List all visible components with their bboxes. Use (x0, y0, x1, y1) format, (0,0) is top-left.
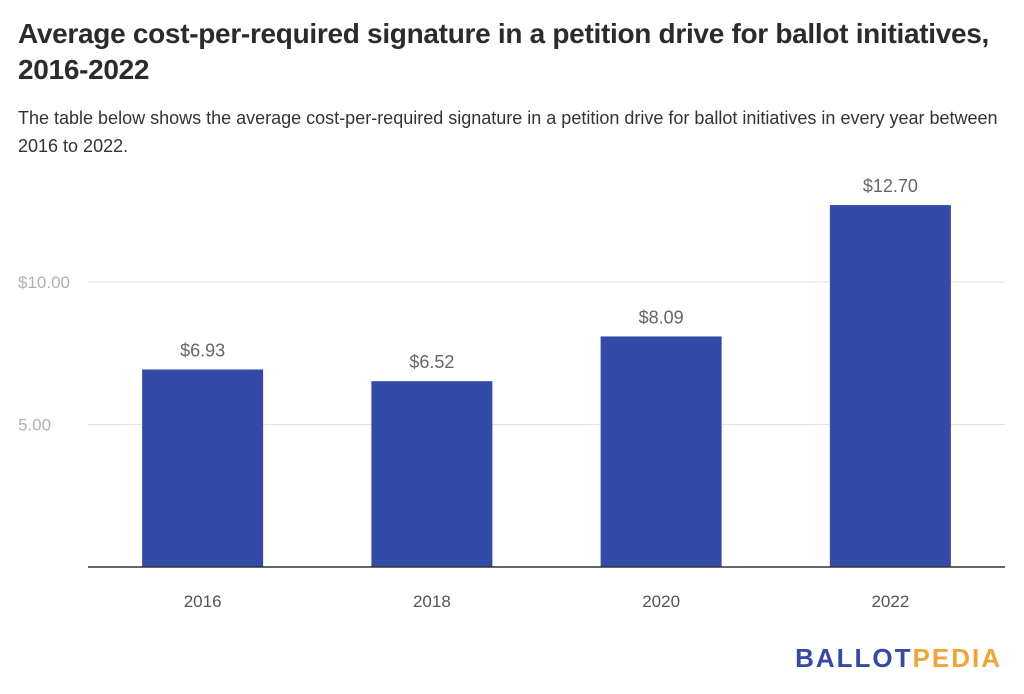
ballotpedia-logo: BALLOTPEDIA (795, 643, 1002, 674)
chart-subtitle: The table below shows the average cost-p… (18, 108, 998, 156)
logo-part-pedia: PEDIA (912, 643, 1002, 673)
data-label: $6.52 (409, 352, 454, 372)
x-tick-label: 2022 (871, 592, 909, 611)
data-label: $12.70 (863, 176, 918, 196)
x-tick-label: 2018 (413, 592, 451, 611)
y-tick-label: $10.00 (18, 273, 70, 292)
data-label: $8.09 (639, 307, 684, 327)
x-tick-label: 2020 (642, 592, 680, 611)
x-tick-label: 2016 (184, 592, 222, 611)
y-tick-label: 5.00 (18, 416, 51, 435)
logo-part-ballot: BALLOT (795, 643, 913, 673)
bar (600, 336, 722, 567)
data-label: $6.93 (180, 340, 225, 360)
chart-title: Average cost-per-required signature in a… (18, 18, 990, 85)
bar (371, 381, 493, 567)
bar (829, 205, 951, 568)
bar (142, 369, 264, 567)
